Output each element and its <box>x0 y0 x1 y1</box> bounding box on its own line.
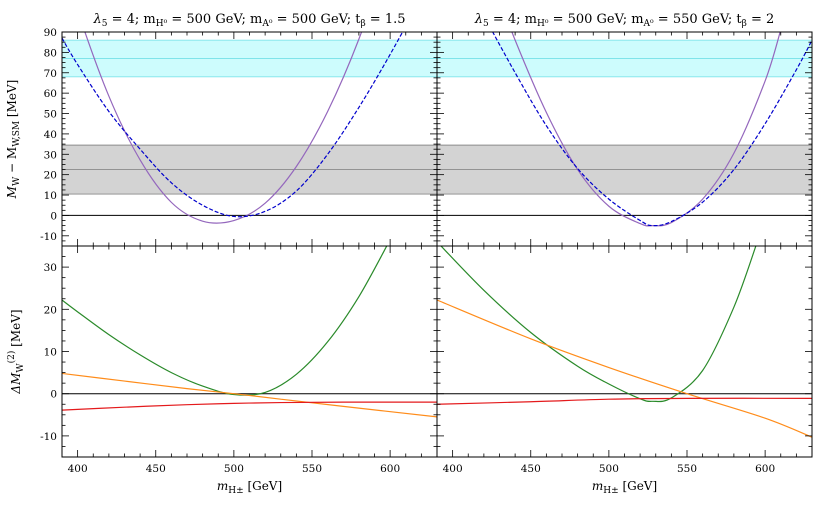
top-plot-area-1 <box>62 32 437 224</box>
title-lambda: λ <box>474 12 483 27</box>
y-tick-label: 30 <box>44 262 57 274</box>
y-tick-label: 20 <box>44 304 57 316</box>
x-tick-label: 450 <box>521 463 541 475</box>
y-tick-label: -10 <box>40 231 57 243</box>
title-part: = 4; m <box>107 12 155 27</box>
y-tick-label: 50 <box>44 109 57 121</box>
purple-curve <box>84 32 363 224</box>
y-label-unit: [MeV] <box>9 309 23 350</box>
y-label-part: ΔM <box>9 372 23 395</box>
x-label-sub: H± <box>228 486 243 496</box>
y-tick-label: 10 <box>44 190 57 202</box>
title-sub: 5 <box>483 19 489 29</box>
title-part: = 500 GeV; t <box>272 12 361 27</box>
x-axis-label-2: mH± [GeV] <box>592 479 657 496</box>
y-tick-label: 70 <box>44 68 57 80</box>
title-part: = 500 GeV; m <box>167 12 262 27</box>
title-sub: A⁰ <box>261 19 272 29</box>
blue_dashed-curve <box>62 32 404 218</box>
bottom-plot-area-1 <box>62 246 437 418</box>
title-part: = 2 <box>747 12 774 27</box>
x-tick-label: 450 <box>146 463 166 475</box>
x-tick-label: 400 <box>68 463 88 475</box>
x-tick-label: 600 <box>755 463 775 475</box>
title-sub: H⁰ <box>156 19 168 29</box>
x-tick-label: 550 <box>302 463 322 475</box>
y-tick-label: 80 <box>44 47 57 59</box>
x-label-unit: [GeV] <box>619 479 658 493</box>
x-tick-label: 600 <box>380 463 400 475</box>
panel-title-2: λ5 = 4; mH⁰ = 500 GeV; mA⁰ = 550 GeV; tβ… <box>474 12 775 29</box>
blue_dashed-curve <box>492 32 812 227</box>
title-part: = 4; m <box>489 12 537 27</box>
x-tick-label: 500 <box>599 463 619 475</box>
y-tick-label: 40 <box>44 129 57 141</box>
y-tick-label: 60 <box>44 88 57 100</box>
y-tick-label: -10 <box>40 431 57 443</box>
x-label-unit: [GeV] <box>244 479 283 493</box>
y-tick-label: 90 <box>44 27 57 39</box>
y-tick-label: 10 <box>44 347 57 359</box>
title-sub: H⁰ <box>537 19 549 29</box>
y-tick-label: 0 <box>50 389 57 401</box>
panel-title-1: λ5 = 4; mH⁰ = 500 GeV; mA⁰ = 500 GeV; tβ… <box>93 12 406 29</box>
title-sub: β <box>742 19 747 29</box>
x-label-m: m <box>217 479 228 493</box>
y-tick-label: 20 <box>44 170 57 182</box>
y-label-sub: W <box>16 363 26 373</box>
x-tick-label: 500 <box>224 463 244 475</box>
green-curve <box>440 246 757 403</box>
x-label-m: m <box>592 479 603 493</box>
orange-curve <box>437 299 812 438</box>
y-label-part: M <box>5 185 19 199</box>
title-sub: A⁰ <box>643 19 654 29</box>
x-axis-label-1: mH± [GeV] <box>217 479 282 496</box>
title-lambda: λ <box>93 12 102 27</box>
green-curve <box>62 246 388 396</box>
title-sub: 5 <box>102 19 108 29</box>
x-tick-label: 400 <box>443 463 463 475</box>
title-part: = 550 GeV; t <box>654 12 743 27</box>
x-tick-label: 550 <box>677 463 697 475</box>
bottom-plot-area-2 <box>437 246 812 438</box>
y-label-unit: [MeV] <box>5 80 19 121</box>
orange-curve <box>62 372 437 418</box>
y-tick-label: 0 <box>50 210 57 222</box>
y-tick-label: 30 <box>44 149 57 161</box>
x-label-sub: H± <box>603 486 618 496</box>
y-label-sub: W,SM <box>12 121 22 147</box>
y-label-sup: (2) <box>6 351 17 364</box>
red-curve <box>62 401 437 411</box>
red-curve <box>437 397 812 405</box>
title-sub: β <box>360 19 365 29</box>
title-part: = 500 GeV; m <box>548 12 643 27</box>
y-label-part: − M <box>5 147 19 177</box>
top-plot-area-2 <box>437 32 812 227</box>
y-label-sub: W <box>12 176 22 186</box>
bottom-y-axis-label: ΔMW(2) [MeV] <box>6 309 26 394</box>
purple-curve <box>511 32 781 227</box>
top-y-axis-label: MW − MW,SM [MeV] <box>5 80 22 200</box>
title-part: = 1.5 <box>366 12 406 27</box>
bottom-frame-1 <box>61 245 438 458</box>
bottom-frame-2 <box>436 245 813 458</box>
